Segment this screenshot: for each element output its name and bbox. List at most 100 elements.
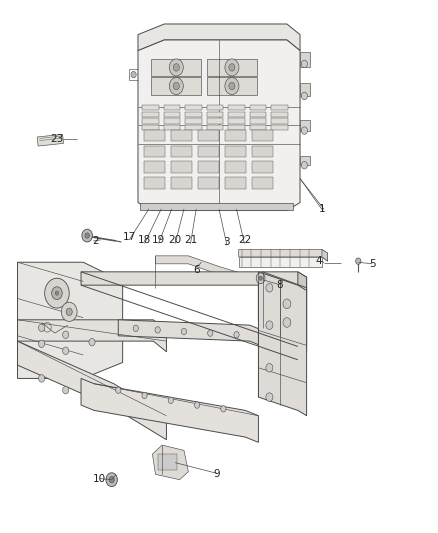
Circle shape (356, 258, 361, 264)
Bar (228, 112, 245, 117)
Bar (198, 161, 219, 173)
Circle shape (229, 64, 235, 71)
Bar (171, 177, 192, 189)
Circle shape (266, 321, 273, 329)
Bar (164, 112, 180, 117)
Text: 17: 17 (123, 232, 136, 241)
Text: 20: 20 (169, 236, 182, 245)
Bar (300, 120, 310, 131)
Circle shape (82, 229, 92, 242)
Bar (225, 146, 246, 157)
Bar (207, 112, 223, 117)
Bar (207, 118, 223, 124)
Bar (271, 118, 288, 124)
Circle shape (142, 392, 147, 399)
Bar (252, 146, 273, 157)
Circle shape (259, 276, 262, 280)
Circle shape (301, 161, 307, 169)
Circle shape (39, 375, 45, 382)
Polygon shape (118, 320, 263, 346)
Bar (225, 130, 246, 141)
Bar (207, 77, 257, 95)
Polygon shape (298, 272, 307, 352)
Bar (252, 161, 273, 173)
Polygon shape (81, 272, 307, 290)
Bar (207, 105, 223, 110)
Circle shape (131, 71, 136, 78)
Polygon shape (258, 272, 307, 416)
Text: 2: 2 (92, 236, 99, 246)
Circle shape (133, 325, 138, 332)
Text: 10: 10 (93, 474, 106, 483)
Polygon shape (239, 249, 328, 261)
Circle shape (116, 387, 121, 393)
Circle shape (106, 473, 117, 487)
Text: 6: 6 (193, 265, 200, 274)
Circle shape (181, 328, 187, 335)
Text: 4: 4 (315, 256, 322, 266)
Circle shape (229, 83, 235, 90)
Bar (185, 112, 202, 117)
Bar (171, 130, 192, 141)
Bar (250, 125, 266, 130)
Polygon shape (239, 257, 322, 266)
Bar (198, 130, 219, 141)
Bar (207, 125, 223, 130)
Bar (158, 454, 177, 470)
Circle shape (266, 364, 273, 372)
Bar (198, 177, 219, 189)
Circle shape (169, 78, 183, 95)
Bar (228, 125, 245, 130)
Polygon shape (18, 262, 123, 378)
Text: 8: 8 (276, 280, 283, 289)
Bar (144, 161, 165, 173)
Bar (140, 203, 293, 210)
Bar (142, 118, 159, 124)
Bar (144, 130, 165, 141)
Circle shape (85, 233, 89, 238)
Text: 1: 1 (318, 205, 325, 214)
Bar (271, 125, 288, 130)
Circle shape (173, 83, 180, 90)
Circle shape (301, 127, 307, 134)
Circle shape (39, 340, 45, 348)
Circle shape (109, 477, 114, 483)
Text: 21: 21 (184, 236, 197, 245)
Bar (164, 125, 180, 130)
Bar (252, 177, 273, 189)
Text: 5: 5 (369, 259, 376, 269)
Bar (151, 77, 201, 95)
Bar (144, 146, 165, 157)
Bar (250, 112, 266, 117)
Bar (164, 105, 180, 110)
Bar (207, 59, 257, 76)
Circle shape (66, 308, 72, 316)
Circle shape (256, 273, 265, 284)
Circle shape (221, 406, 226, 412)
Text: 23: 23 (50, 134, 64, 143)
Circle shape (63, 386, 69, 394)
Bar (252, 130, 273, 141)
Bar (171, 161, 192, 173)
Bar (300, 156, 310, 165)
Polygon shape (258, 272, 307, 346)
Bar (300, 52, 310, 67)
Text: 18: 18 (138, 236, 151, 245)
Polygon shape (18, 320, 166, 352)
Bar (142, 112, 159, 117)
Circle shape (225, 78, 239, 95)
Bar (142, 125, 159, 130)
Bar (250, 105, 266, 110)
Circle shape (266, 284, 273, 292)
Bar (271, 112, 288, 117)
Circle shape (283, 299, 291, 309)
Bar (185, 125, 202, 130)
Circle shape (89, 338, 95, 346)
Circle shape (63, 331, 69, 338)
Bar (151, 59, 201, 76)
Circle shape (61, 302, 77, 321)
Circle shape (234, 332, 239, 338)
Circle shape (45, 278, 69, 308)
Circle shape (283, 318, 291, 327)
Text: 22: 22 (238, 236, 251, 245)
